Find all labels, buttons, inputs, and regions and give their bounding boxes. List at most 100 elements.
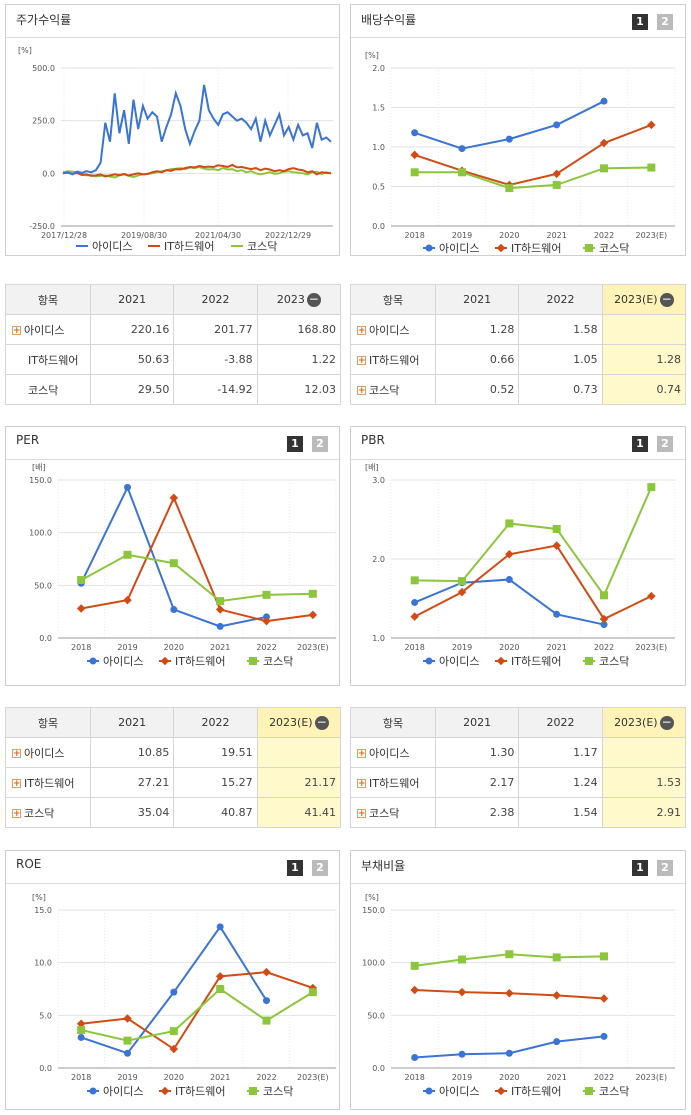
column-header-year: 2023(E) −	[256, 707, 342, 738]
x-tick-label: 2023(E)	[297, 1073, 329, 1082]
row-label: 코스닥	[369, 383, 400, 397]
page-1-button[interactable]: 1	[287, 860, 303, 876]
data-point-marker	[89, 657, 97, 665]
data-point-marker	[89, 1087, 97, 1095]
roe-panel: ROE 1 2 [%] 15.0 10.0 5.0 0.0 2018 2019 2020 202…	[5, 850, 340, 1110]
y-tick-label: 0.0	[39, 1064, 52, 1073]
table-row: IT하드웨어 50.63 -3.88 1.22	[5, 344, 342, 375]
expand-plus-icon[interactable]: +	[12, 326, 21, 336]
expand-plus-icon[interactable]: +	[357, 356, 366, 366]
page-2-button[interactable]: 2	[657, 436, 673, 452]
x-tick-label: 2021	[546, 643, 566, 652]
table-row: + 아이디스 10.85 19.51	[5, 737, 342, 768]
data-point-marker	[411, 598, 419, 606]
series-line-1	[414, 544, 652, 621]
x-tick-label: 2022	[256, 1073, 276, 1082]
table-cell: 1.28	[434, 314, 520, 345]
data-point-marker	[505, 1049, 513, 1057]
page-2-button[interactable]: 2	[657, 14, 673, 30]
per-table: 항목 2021 2022 2023(E) − + 아이디스 10.85 19.51 + IT하드웨어…	[5, 707, 342, 828]
data-point-marker	[553, 610, 561, 618]
data-point-marker	[308, 610, 318, 620]
y-tick-label: 3.0	[372, 476, 385, 485]
data-point-marker	[123, 1036, 132, 1045]
panel-title: 주가수익률	[16, 13, 72, 27]
y-axis-unit: [배]	[32, 463, 46, 472]
data-point-marker	[410, 961, 419, 970]
dividend-panel: 배당수익률 1 2 [%] 2.0 1.5 1.0 0.5 0.0 2018 2019 2020…	[350, 4, 686, 256]
y-tick-label: 10.0	[34, 959, 52, 968]
expand-plus-icon[interactable]: +	[12, 809, 21, 819]
table-row: + 아이디스 220.16 201.77 168.80	[5, 314, 342, 345]
debt-ratio-chart: [%] 150.0 100.0 50.0 0.0 2018 2019 2020 2021 2022…	[362, 893, 676, 1098]
table-row: + 코스닥 35.04 40.87 41.41	[5, 797, 342, 828]
row-label: 코스닥	[28, 383, 59, 397]
data-point-marker	[496, 243, 506, 253]
page-1-button[interactable]: 1	[287, 436, 303, 452]
page-1-button[interactable]: 1	[632, 436, 648, 452]
column-header-year: 2023(E) −	[601, 284, 687, 315]
pbr-chart: [배] 3.0 2.0 1.0 2018 2019 2020 2021 2022 2023(E) 아…	[365, 463, 676, 668]
table-cell: 1.22	[256, 344, 342, 375]
collapse-icon[interactable]: −	[306, 291, 321, 307]
table-cell: 0.73	[518, 374, 603, 405]
legend-label: IT하드웨어	[164, 239, 214, 253]
legend-label: 코스닥	[599, 242, 629, 255]
data-point-marker	[505, 576, 513, 584]
data-point-marker	[410, 150, 419, 160]
collapse-icon[interactable]: −	[659, 291, 674, 307]
per-panel: PER 1 2 [배] 150.0 100.0 50.0 0.0 2018 2019 2020…	[5, 426, 340, 686]
series-line-1	[81, 971, 314, 1051]
x-tick-label: 2023(E)	[636, 231, 668, 240]
table-cell: 0.52	[434, 374, 520, 405]
data-point-marker	[262, 590, 271, 599]
table-cell: 15.27	[173, 767, 258, 798]
page-1-button[interactable]: 1	[632, 860, 648, 876]
page-2-button[interactable]: 2	[312, 860, 328, 876]
data-point-marker	[262, 967, 271, 977]
data-point-marker	[169, 559, 178, 568]
y-axis-unit: [배]	[365, 463, 379, 472]
data-point-marker	[262, 616, 271, 626]
data-point-marker	[425, 657, 433, 665]
column-header-year: 2023−	[256, 284, 342, 315]
data-point-marker	[458, 955, 466, 964]
expand-plus-icon[interactable]: +	[357, 386, 366, 396]
x-tick-label: 2017/12/28	[41, 231, 87, 240]
x-tick-label: 2020	[164, 1073, 184, 1082]
collapse-icon[interactable]: −	[659, 714, 674, 730]
table-cell: 1.58	[518, 314, 603, 345]
series-line-2	[414, 166, 652, 190]
row-label: 아이디스	[24, 746, 65, 760]
y-tick-label: 0.0	[372, 222, 385, 231]
data-point-marker	[496, 656, 506, 666]
table-cell: 1.54	[518, 797, 603, 828]
expand-plus-icon[interactable]: +	[357, 749, 366, 759]
data-point-marker	[647, 163, 656, 172]
expand-plus-icon[interactable]: +	[12, 779, 21, 789]
data-point-marker	[410, 168, 419, 177]
expand-plus-icon[interactable]: +	[12, 749, 21, 759]
table-row: + IT하드웨어 27.21 15.27 21.17	[5, 767, 342, 798]
data-point-marker	[263, 997, 270, 1005]
x-tick-label: 2018	[404, 1073, 424, 1082]
data-point-marker	[647, 120, 656, 130]
page-2-button[interactable]: 2	[312, 436, 328, 452]
expand-plus-icon[interactable]: +	[357, 809, 366, 819]
y-tick-label: -250.0	[29, 222, 55, 231]
data-point-marker	[458, 145, 466, 153]
data-point-marker	[505, 135, 513, 143]
expand-plus-icon[interactable]: +	[357, 326, 366, 336]
page-2-button[interactable]: 2	[657, 860, 673, 876]
data-point-marker	[599, 994, 609, 1003]
panel-title: 배당수익률	[361, 13, 417, 27]
page-1-button[interactable]: 1	[632, 14, 648, 30]
expand-plus-icon[interactable]: +	[357, 779, 366, 789]
data-point-marker	[169, 493, 179, 503]
y-tick-label: 1.5	[372, 104, 385, 113]
data-point-marker	[169, 1027, 178, 1036]
column-header-year: 2021	[434, 707, 520, 738]
collapse-icon[interactable]: −	[314, 714, 329, 730]
x-tick-label: 2022	[594, 643, 614, 652]
x-tick-label: 2022	[256, 643, 276, 652]
